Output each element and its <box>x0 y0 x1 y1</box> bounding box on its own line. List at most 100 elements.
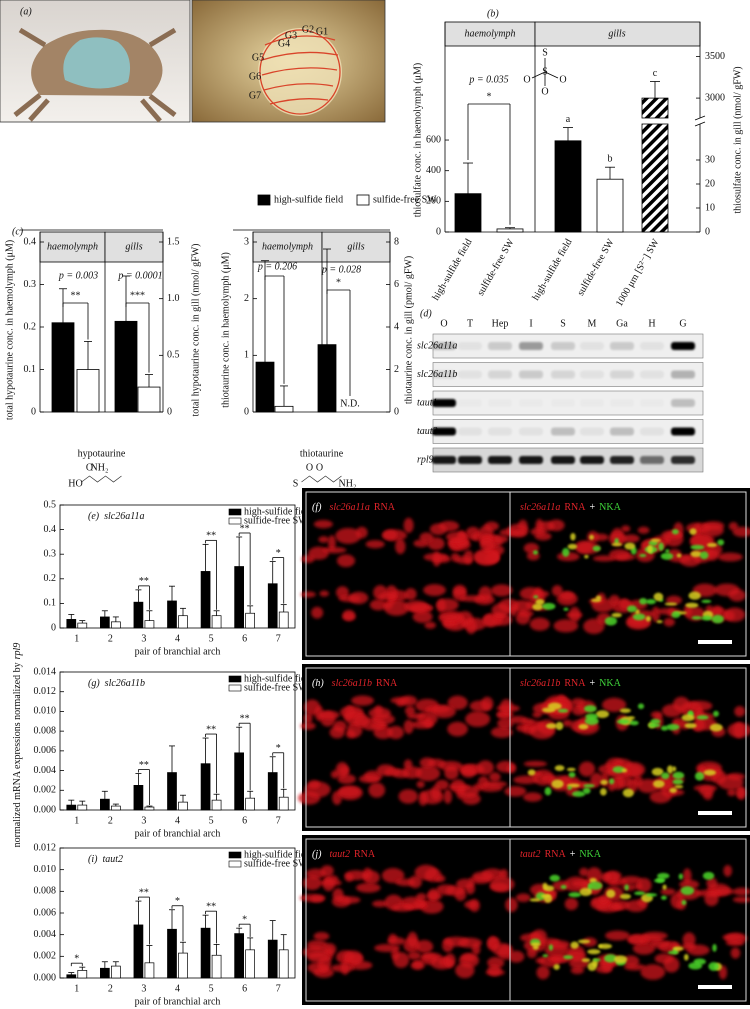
micrograph-title: slc26a11b RNA + NKA <box>520 678 622 689</box>
lane-label: S <box>560 318 566 329</box>
plus-label: + <box>590 678 596 689</box>
signal-nka <box>545 723 557 729</box>
signal-nka <box>589 534 594 540</box>
signal-rna <box>320 865 334 877</box>
panel-label: (h) <box>312 678 324 689</box>
signal-nka <box>685 602 699 608</box>
y2-axis-label: total hypotaurine conc. in gill (nmol/ g… <box>190 243 201 416</box>
bar <box>114 320 138 413</box>
x-tick-label: 3 <box>141 983 146 994</box>
signal-rna <box>383 600 410 616</box>
gene-name: taut2 <box>520 849 541 860</box>
signal-rna <box>728 589 746 602</box>
signal-nka <box>683 953 689 961</box>
signal-nka <box>560 884 567 890</box>
lane-label: Hep <box>492 318 509 329</box>
x-tick-label: 2 <box>108 815 113 826</box>
signal-rna <box>504 786 527 797</box>
signal-rna <box>571 698 585 706</box>
bar <box>77 970 88 979</box>
signal-nka <box>653 779 665 788</box>
signal-nka <box>585 713 598 720</box>
signal-nka <box>592 545 601 552</box>
signal-rna <box>553 619 579 633</box>
x-tick-label: 1 <box>74 983 79 994</box>
gel-band <box>432 370 456 379</box>
signal-nka <box>665 549 670 553</box>
signal-nka <box>653 592 664 602</box>
signal-nka <box>669 787 677 793</box>
signal-nka <box>666 723 680 731</box>
gel-band <box>551 342 575 350</box>
gene-name: slc26a11b <box>332 678 372 689</box>
plot-frame <box>59 671 296 811</box>
y-tick-label: 0.000 <box>34 972 57 983</box>
panel-label: (a) <box>20 6 32 17</box>
signal-rna <box>571 880 591 888</box>
signal-rna <box>682 932 696 948</box>
structure <box>81 475 122 483</box>
signal-nka <box>624 542 636 550</box>
signal-rna <box>424 621 436 629</box>
x-tick-label: 1 <box>74 633 79 644</box>
signal-nka <box>701 599 712 603</box>
group-header-box <box>104 231 164 263</box>
signal-rna <box>448 784 470 791</box>
signal-nka <box>600 788 607 796</box>
y-tick-label: 0.012 <box>34 842 57 853</box>
signal-rna <box>530 527 547 536</box>
gene-name: slc26a11a <box>520 502 560 513</box>
atom-label: O <box>86 462 93 473</box>
atom-label: O <box>541 86 548 97</box>
group-header: haemolymph <box>47 241 98 252</box>
signal-rna <box>506 764 517 774</box>
signal-nka <box>614 955 628 964</box>
bar <box>178 801 188 811</box>
signal-nka <box>690 544 705 550</box>
signal-nka <box>709 723 723 732</box>
gel-strip <box>432 390 704 416</box>
signal-rna <box>455 555 473 564</box>
signal-rna <box>416 780 425 789</box>
signal-nka <box>542 602 556 610</box>
panel-label: (j) <box>312 849 322 860</box>
y2-tick-label: 3000 <box>705 92 725 103</box>
gel-band <box>610 456 634 464</box>
group-header: gills <box>347 241 364 252</box>
signal-rna <box>513 775 539 785</box>
signal-rna <box>322 546 347 554</box>
signal-nka <box>535 598 545 606</box>
y2-tick-label: 1.5 <box>167 236 180 247</box>
signal-rna <box>724 607 746 622</box>
signal-rna <box>619 598 631 610</box>
signal-nka <box>587 949 601 955</box>
signal-nka <box>549 874 560 882</box>
lane-label: Ga <box>616 318 628 329</box>
signal-nka <box>624 884 629 891</box>
bar <box>596 178 624 233</box>
signal-rna <box>447 695 468 710</box>
bar <box>111 965 121 979</box>
signal-nka <box>671 528 679 535</box>
signal-rna <box>445 885 465 896</box>
signal-rna <box>344 873 354 882</box>
signal-nka <box>555 721 564 731</box>
signal-rna <box>595 964 613 974</box>
signal-nka <box>694 771 705 781</box>
y2-tick-label: 0 <box>394 406 399 417</box>
signal-rna <box>482 614 497 628</box>
signal-rna <box>621 525 631 533</box>
signal-rna <box>378 592 398 601</box>
legend-label: high-sulfide field <box>274 194 343 205</box>
signal-nka <box>533 595 539 599</box>
signal-nka <box>712 943 717 952</box>
signal-nka <box>650 538 661 543</box>
signal-rna <box>368 707 391 719</box>
y-tick-label: 2 <box>244 293 249 304</box>
signal-nka <box>680 886 695 895</box>
signal-rna <box>526 948 538 959</box>
signal-rna <box>431 704 456 719</box>
signal-rna <box>620 876 643 885</box>
gill-label: G6 <box>249 71 261 82</box>
y-tick-label: 1 <box>244 350 249 361</box>
